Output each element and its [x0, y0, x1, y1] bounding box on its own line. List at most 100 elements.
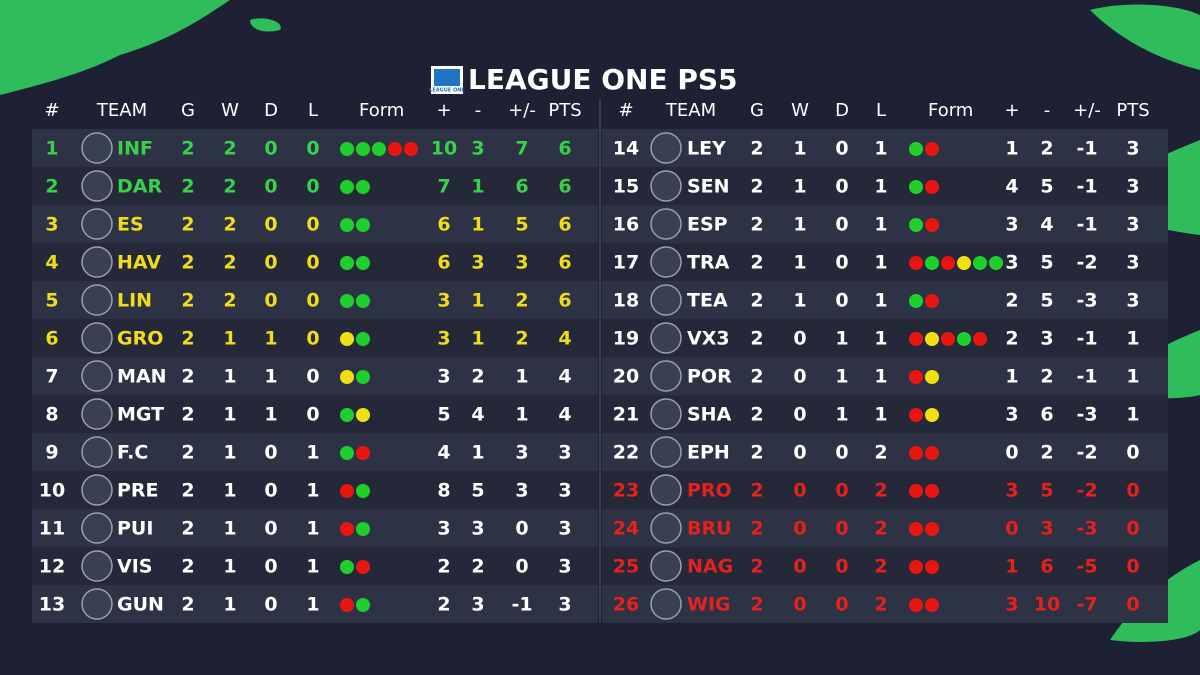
column-header: W — [791, 100, 809, 121]
team-logo — [650, 512, 682, 544]
team-logo — [650, 474, 682, 506]
stat-diff: -3 — [1076, 404, 1097, 426]
row-background — [32, 357, 598, 395]
form-dot — [340, 142, 354, 156]
team: DAR — [117, 176, 162, 198]
row-background — [32, 167, 598, 205]
stat-d: 1 — [264, 366, 277, 388]
stat-plus: 3 — [1005, 594, 1018, 616]
row-background — [602, 585, 1168, 623]
form-dot — [941, 256, 955, 270]
rank: 4 — [45, 252, 58, 274]
stat-pts: 0 — [1126, 594, 1139, 616]
rank: 22 — [613, 442, 639, 464]
team-logo — [81, 322, 113, 354]
form-dot — [340, 294, 354, 308]
stat-pts: 0 — [1126, 518, 1139, 540]
stat-plus: 1 — [1005, 366, 1018, 388]
stat-d: 1 — [264, 404, 277, 426]
form-dot — [340, 484, 354, 498]
stat-w: 1 — [223, 594, 236, 616]
team: PUI — [117, 518, 153, 540]
team-logo — [81, 170, 113, 202]
rank: 5 — [45, 290, 58, 312]
stat-g: 2 — [181, 442, 194, 464]
stat-diff: -7 — [1076, 594, 1097, 616]
stat-d: 0 — [835, 290, 848, 312]
stat-d: 0 — [264, 442, 277, 464]
rank: 19 — [613, 328, 639, 350]
form-dot — [925, 256, 939, 270]
row-background — [32, 395, 598, 433]
form-dot — [356, 446, 370, 460]
stat-g: 2 — [181, 366, 194, 388]
stat-d: 0 — [264, 252, 277, 274]
stat-d: 1 — [835, 404, 848, 426]
stat-d: 1 — [264, 328, 277, 350]
stat-l: 2 — [874, 442, 887, 464]
team: TEA — [687, 290, 728, 312]
stat-l: 1 — [306, 480, 319, 502]
rank: 9 — [45, 442, 58, 464]
stat-diff: 3 — [515, 252, 528, 274]
form-dot — [925, 142, 939, 156]
league-logo: LEAGUE ONE — [429, 66, 465, 94]
form-dot — [909, 256, 923, 270]
stat-minus: 1 — [471, 290, 484, 312]
stat-l: 2 — [874, 518, 887, 540]
row-background — [32, 129, 598, 167]
stat-minus: 2 — [1040, 442, 1053, 464]
rank: 8 — [45, 404, 58, 426]
column-header: +/- — [1073, 100, 1101, 121]
team: LEY — [687, 138, 726, 160]
team-logo — [650, 322, 682, 354]
team: GUN — [117, 594, 164, 616]
stat-d: 0 — [835, 442, 848, 464]
stat-minus: 5 — [1040, 480, 1053, 502]
stat-g: 2 — [750, 366, 763, 388]
stat-plus: 2 — [437, 556, 450, 578]
stat-l: 2 — [874, 480, 887, 502]
stat-d: 0 — [264, 290, 277, 312]
team-logo — [81, 208, 113, 240]
stat-d: 0 — [264, 594, 277, 616]
form-dot — [957, 332, 971, 346]
row-background — [602, 509, 1168, 547]
stat-plus: 0 — [1005, 518, 1018, 540]
form-dot — [925, 560, 939, 574]
stat-d: 0 — [264, 138, 277, 160]
stat-plus: 2 — [437, 594, 450, 616]
form-dot — [340, 522, 354, 536]
column-header: +/- — [508, 100, 536, 121]
stat-l: 0 — [306, 214, 319, 236]
form-dot — [340, 180, 354, 194]
stat-minus: 3 — [471, 594, 484, 616]
stat-diff: 2 — [515, 328, 528, 350]
stat-pts: 3 — [1126, 138, 1139, 160]
rank: 11 — [39, 518, 65, 540]
team: POR — [687, 366, 732, 388]
rank: 26 — [613, 594, 639, 616]
form-dot — [356, 218, 370, 232]
form-dot — [941, 332, 955, 346]
stat-diff: -1 — [1076, 138, 1097, 160]
stat-w: 1 — [793, 290, 806, 312]
stat-w: 1 — [223, 518, 236, 540]
form-dot — [973, 332, 987, 346]
stat-g: 2 — [181, 328, 194, 350]
form-dot — [909, 294, 923, 308]
form-dot — [909, 142, 923, 156]
form-dot — [925, 370, 939, 384]
form-dot — [356, 560, 370, 574]
form-dot — [372, 142, 386, 156]
form-dot — [909, 218, 923, 232]
stat-pts: 6 — [558, 290, 571, 312]
stat-w: 1 — [223, 442, 236, 464]
form-dot — [925, 180, 939, 194]
team-logo — [81, 588, 113, 620]
stat-minus: 1 — [471, 176, 484, 198]
form-dot — [356, 180, 370, 194]
row-background — [602, 547, 1168, 585]
stat-diff: 7 — [515, 138, 528, 160]
row-background — [32, 509, 598, 547]
